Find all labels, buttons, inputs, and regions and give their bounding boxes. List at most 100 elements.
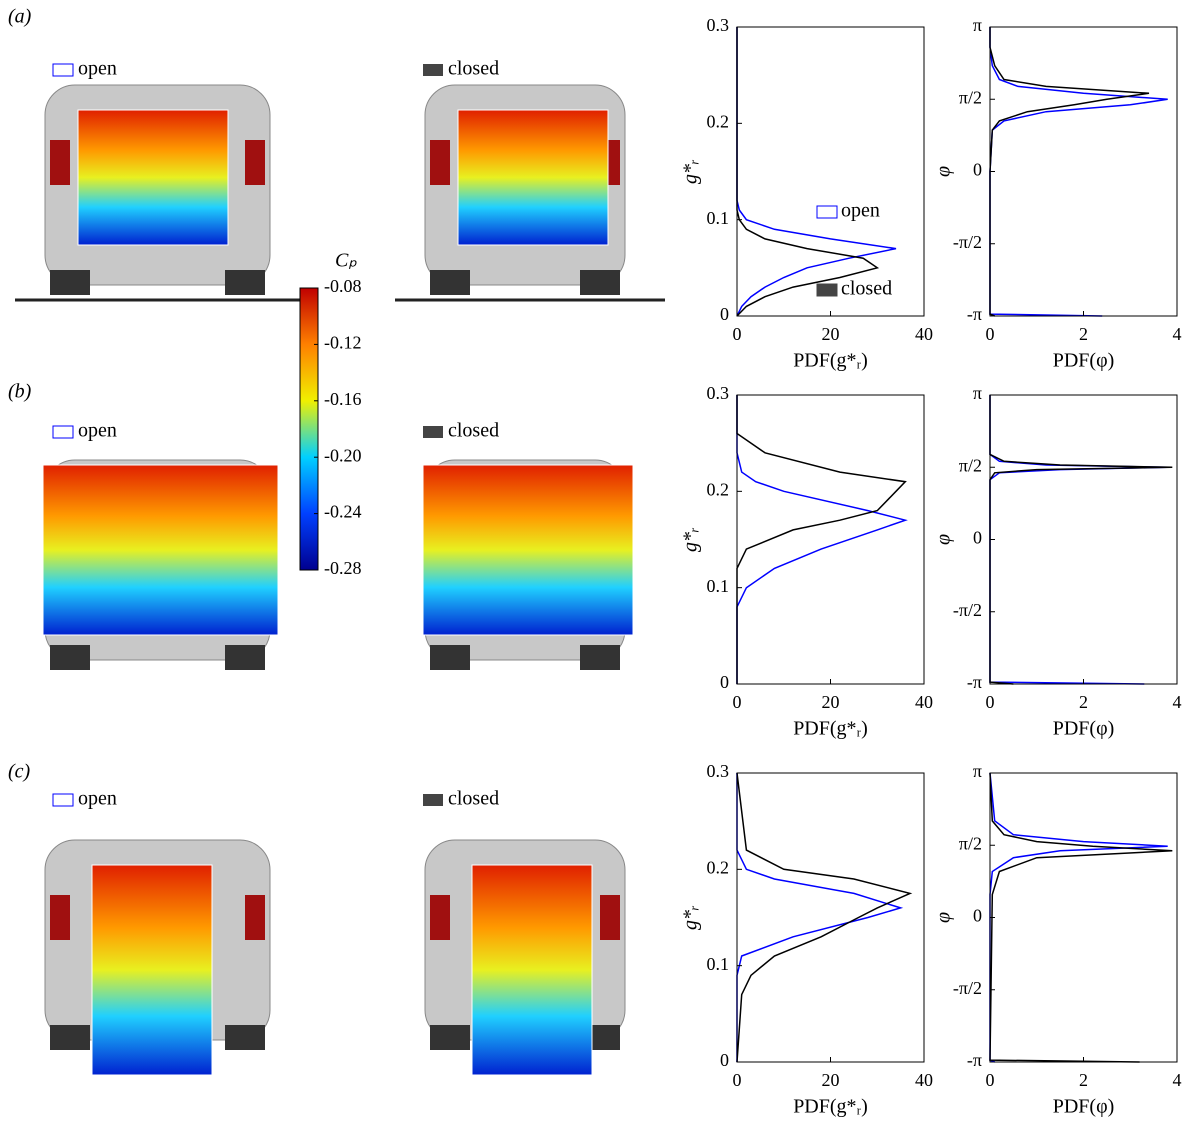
y-tick-label: 0.2 [707, 111, 730, 131]
pdf-line [990, 395, 1168, 684]
y-tick-label: 0.3 [707, 761, 730, 781]
y-tick-label: π/2 [959, 455, 982, 475]
legend-swatch [817, 284, 837, 296]
wheel [50, 1025, 90, 1050]
wheel [50, 645, 90, 670]
colorbar-tick-label: -0.24 [324, 502, 362, 522]
x-axis-label: PDF(φ) [1053, 1096, 1115, 1118]
y-tick-label: 0.3 [707, 383, 730, 403]
pdf-line [737, 395, 905, 684]
legend-swatch [53, 794, 73, 806]
pressure-map [458, 110, 608, 245]
pressure-map [472, 865, 592, 1075]
y-tick-label: 0.2 [707, 479, 730, 499]
x-tick-label: 20 [822, 324, 840, 344]
legend-label: open [78, 788, 117, 810]
y-tick-label: 0.3 [707, 15, 730, 35]
y-tick-label: 0 [720, 672, 729, 692]
tail-light [430, 895, 450, 940]
pdf-line [737, 27, 896, 316]
tail-light [50, 140, 70, 185]
wheel [430, 1025, 470, 1050]
y-tick-label: -π [967, 672, 982, 692]
x-tick-label: 4 [1173, 1070, 1182, 1090]
colorbar-tick-label: -0.12 [324, 333, 362, 353]
wheel [580, 270, 620, 295]
colorbar-tick-label: -0.20 [324, 445, 362, 465]
colorbar [300, 288, 318, 570]
y-axis-label: g*ᵣ [680, 905, 702, 930]
panel-label: (c) [8, 761, 31, 783]
x-tick-label: 40 [915, 1070, 933, 1090]
x-tick-label: 0 [986, 1070, 995, 1090]
legend-label: closed [448, 420, 499, 442]
y-tick-label: 0 [973, 906, 982, 926]
plot-frame [990, 395, 1177, 684]
legend-swatch [423, 64, 443, 76]
wheel [225, 1025, 265, 1050]
wheel [225, 270, 265, 295]
pdf-line [737, 395, 905, 684]
tail-light [50, 895, 70, 940]
legend-label: closed [448, 788, 499, 810]
tail-light [430, 140, 450, 185]
pdf-line [737, 773, 901, 1062]
y-axis-label: φ [933, 912, 955, 923]
pressure-map [43, 465, 278, 635]
y-tick-label: 0.1 [707, 954, 730, 974]
pdf-line [990, 773, 1172, 1062]
y-tick-label: -π/2 [953, 978, 982, 998]
legend-label: open [78, 420, 117, 442]
legend-swatch [53, 426, 73, 438]
wheel [50, 270, 90, 295]
panel-label: (a) [8, 6, 32, 28]
y-tick-label: -π [967, 1050, 982, 1070]
x-tick-label: 4 [1173, 692, 1182, 712]
y-tick-label: π/2 [959, 87, 982, 107]
x-tick-label: 4 [1173, 324, 1182, 344]
wheel [225, 645, 265, 670]
legend-swatch [53, 64, 73, 76]
pdf-line [737, 773, 910, 1062]
x-tick-label: 0 [733, 1070, 742, 1090]
pdf-line [990, 395, 1172, 684]
x-tick-label: 0 [986, 692, 995, 712]
plot-frame [990, 27, 1177, 316]
y-axis-label: g*ᵣ [680, 159, 702, 184]
x-tick-label: 0 [986, 324, 995, 344]
x-tick-label: 2 [1079, 324, 1088, 344]
plot-frame [990, 773, 1177, 1062]
y-tick-label: 0 [973, 160, 982, 180]
y-tick-label: 0.1 [707, 576, 730, 596]
x-axis-label: PDF(g*ᵣ) [793, 1096, 868, 1118]
x-tick-label: 0 [733, 692, 742, 712]
x-tick-label: 2 [1079, 692, 1088, 712]
panel-label: (b) [8, 381, 32, 403]
wheel [430, 645, 470, 670]
x-axis-label: PDF(φ) [1053, 350, 1115, 372]
y-tick-label: 0.1 [707, 208, 730, 228]
y-tick-label: 0 [720, 304, 729, 324]
x-tick-label: 0 [733, 324, 742, 344]
x-tick-label: 40 [915, 692, 933, 712]
legend-label: closed [448, 58, 499, 80]
plot-frame [737, 395, 924, 684]
y-axis-label: g*ᵣ [680, 527, 702, 552]
figure: (a)openclosed(b)openclosed(c)openclosedC… [0, 0, 1195, 1142]
x-tick-label: 40 [915, 324, 933, 344]
pressure-map [78, 110, 228, 245]
y-axis-label: φ [933, 166, 955, 177]
y-tick-label: π [973, 383, 982, 403]
legend-swatch [817, 206, 837, 218]
x-tick-label: 20 [822, 1070, 840, 1090]
pressure-map [423, 465, 633, 635]
legend-label: closed [841, 278, 892, 300]
tail-light [245, 895, 265, 940]
y-tick-label: π/2 [959, 833, 982, 853]
colorbar-title: Cₚ [335, 250, 357, 272]
x-tick-label: 2 [1079, 1070, 1088, 1090]
pressure-map [92, 865, 212, 1075]
x-axis-label: PDF(φ) [1053, 718, 1115, 740]
legend-swatch [423, 794, 443, 806]
wheel [430, 270, 470, 295]
